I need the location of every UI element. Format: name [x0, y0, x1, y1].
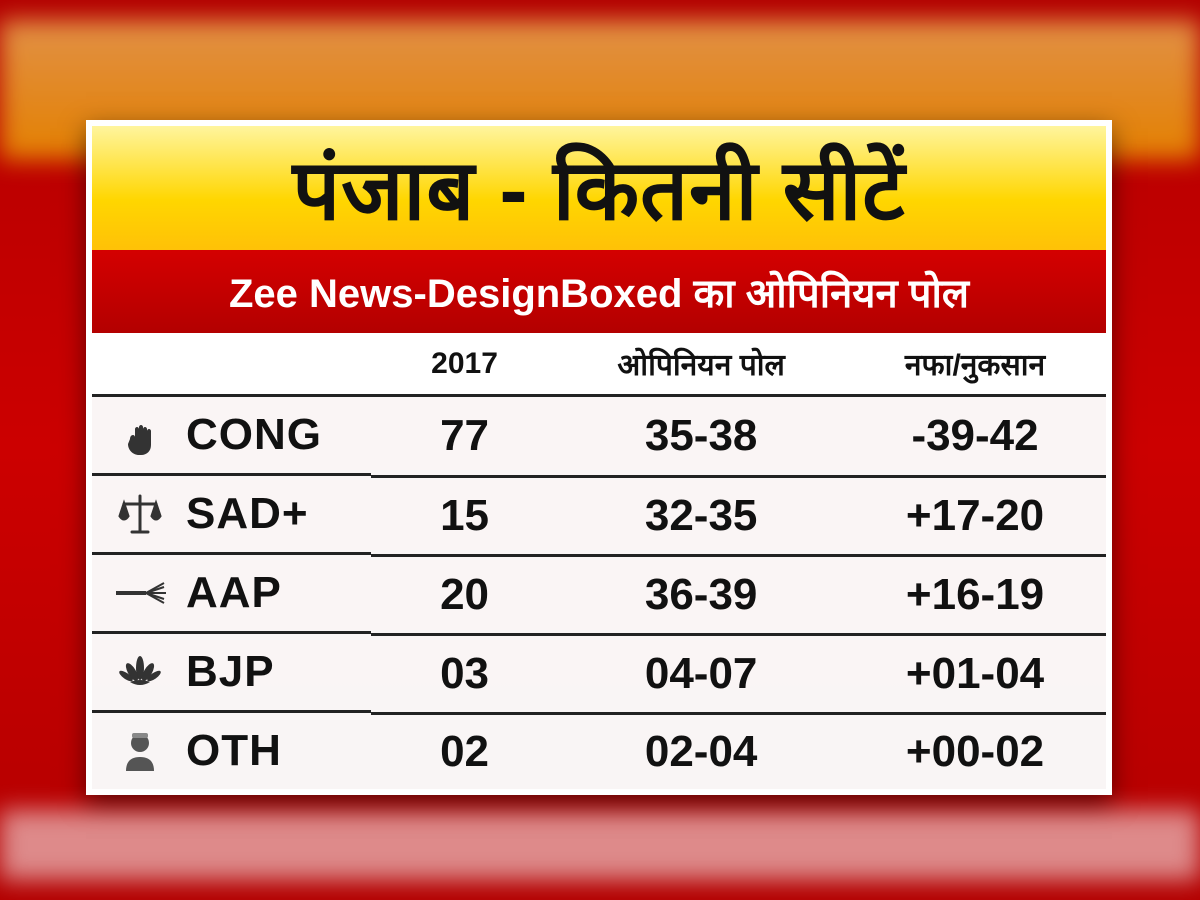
- party-label: BJP: [186, 647, 275, 697]
- col-2017: 2017: [371, 333, 558, 396]
- cell-change: +16-19: [844, 555, 1106, 634]
- cell-poll: 02-04: [558, 713, 844, 789]
- table-row: CONG 77 35-38 -39-42: [92, 396, 1106, 477]
- lotus-icon: [112, 644, 168, 700]
- cell-poll: 04-07: [558, 634, 844, 713]
- hand-icon: [112, 407, 168, 463]
- cell-2017: 20: [371, 555, 558, 634]
- cell-change: +00-02: [844, 713, 1106, 789]
- col-poll: ओपिनियन पोल: [558, 333, 844, 396]
- table-row: AAP 20 36-39 +16-19: [92, 555, 1106, 634]
- cell-change: -39-42: [844, 396, 1106, 477]
- table-row: BJP 03 04-07 +01-04: [92, 634, 1106, 713]
- subtitle-band: Zee News-DesignBoxed का ओपिनियन पोल: [92, 250, 1106, 333]
- poll-panel: पंजाब - कितनी सीटें Zee News-DesignBoxed…: [86, 120, 1112, 795]
- cell-2017: 02: [371, 713, 558, 789]
- scales-icon: [112, 486, 168, 542]
- party-label: SAD+: [186, 489, 309, 539]
- cell-poll: 32-35: [558, 476, 844, 555]
- cell-change: +01-04: [844, 634, 1106, 713]
- party-label: AAP: [186, 568, 282, 618]
- cell-2017: 77: [371, 396, 558, 477]
- poll-table: 2017 ओपिनियन पोल नफा/नुकसान CONG 77: [92, 333, 1106, 789]
- panel-title: पंजाब - कितनी सीटें: [122, 148, 1076, 232]
- table-body: CONG 77 35-38 -39-42 SAD+ 15: [92, 396, 1106, 790]
- col-party: [92, 333, 371, 396]
- cell-2017: 15: [371, 476, 558, 555]
- person-icon: [112, 723, 168, 779]
- table-wrap: 2017 ओपिनियन पोल नफा/नुकसान CONG 77: [92, 333, 1106, 789]
- broom-icon: [112, 565, 168, 621]
- cell-change: +17-20: [844, 476, 1106, 555]
- cell-poll: 36-39: [558, 555, 844, 634]
- title-band: पंजाब - कितनी सीटें: [92, 126, 1106, 250]
- cell-2017: 03: [371, 634, 558, 713]
- table-row: OTH 02 02-04 +00-02: [92, 713, 1106, 789]
- stage: पंजाब - कितनी सीटें Zee News-DesignBoxed…: [0, 0, 1200, 900]
- table-row: SAD+ 15 32-35 +17-20: [92, 476, 1106, 555]
- party-label: CONG: [186, 410, 322, 460]
- cell-poll: 35-38: [558, 396, 844, 477]
- table-header-row: 2017 ओपिनियन पोल नफा/नुकसान: [92, 333, 1106, 396]
- col-change: नफा/नुकसान: [844, 333, 1106, 396]
- party-label: OTH: [186, 726, 282, 776]
